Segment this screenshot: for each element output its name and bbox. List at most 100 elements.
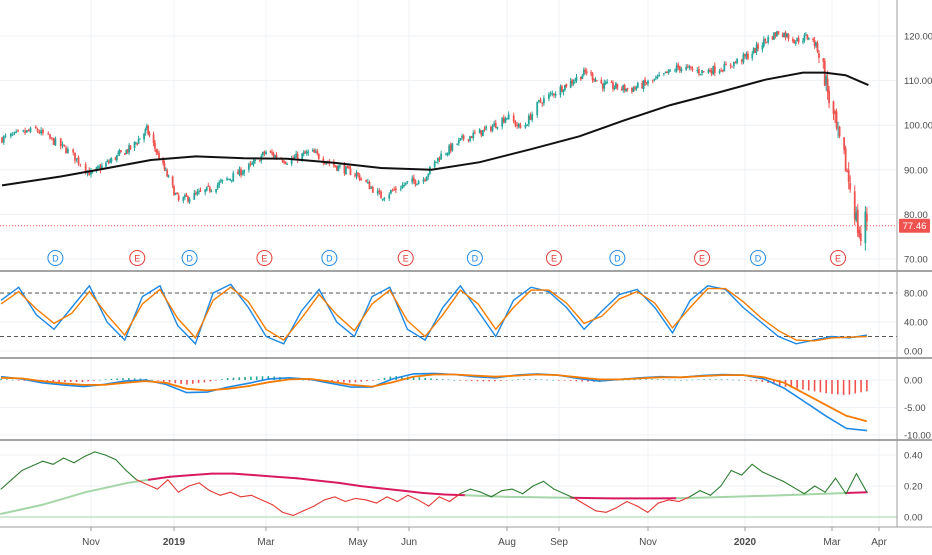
earnings-marker[interactable]: E <box>546 251 561 266</box>
candle-body <box>860 234 862 242</box>
candle-body <box>357 173 359 175</box>
candle-body <box>383 198 385 199</box>
candle-body <box>525 125 527 127</box>
candle-body <box>456 144 458 145</box>
candle-body <box>496 127 498 129</box>
indicator-line-down <box>669 500 679 502</box>
candle-body <box>709 70 711 72</box>
candle-body <box>764 39 766 41</box>
candle-body <box>136 144 138 145</box>
candle-body <box>215 189 217 192</box>
candle-body <box>480 130 482 135</box>
candle-body <box>495 123 497 128</box>
candle-body <box>206 187 208 191</box>
macd-histogram-bar <box>634 380 636 381</box>
indicator-line-down <box>606 508 616 513</box>
indicator-line-up <box>763 472 773 477</box>
indicator-line-up <box>533 481 543 486</box>
candle-body <box>228 179 230 180</box>
candle-body <box>596 80 598 81</box>
candle-body <box>795 42 797 44</box>
candle-body <box>145 129 147 133</box>
macd-histogram-bar <box>843 380 845 395</box>
candle-body <box>712 66 714 74</box>
indicator-average-line <box>444 495 465 496</box>
macd-histogram-bar <box>517 379 519 380</box>
candle-body <box>40 130 42 134</box>
candle-body <box>218 182 220 185</box>
candle-body <box>447 153 449 155</box>
indicator-average-line <box>698 497 719 498</box>
y-tick-label: 120.00 <box>904 32 932 43</box>
earnings-marker[interactable]: E <box>831 251 846 266</box>
indicator-line-down <box>283 512 293 515</box>
candle-body <box>3 136 5 142</box>
indicator-line-up <box>126 471 136 480</box>
macd-histogram-bar <box>663 379 665 380</box>
macd-histogram-bar <box>552 380 554 381</box>
candle-body <box>72 149 74 152</box>
candle-body <box>531 114 533 120</box>
candle-body <box>243 170 245 173</box>
x-tick-label: Mar <box>823 537 841 548</box>
candle-body <box>367 182 369 183</box>
candle-body <box>720 70 722 71</box>
earnings-marker[interactable]: E <box>398 251 413 266</box>
macd-histogram-bar <box>105 379 107 380</box>
candle-body <box>655 77 657 78</box>
dividend-marker[interactable]: D <box>322 251 337 266</box>
dividend-marker[interactable]: D <box>610 251 625 266</box>
macd-histogram-bar <box>128 378 130 380</box>
macd-histogram-bar <box>116 378 118 380</box>
earnings-marker[interactable]: E <box>257 251 272 266</box>
candle-body <box>207 186 209 187</box>
indicator-line-down <box>585 505 595 511</box>
indicator-line-up <box>856 474 866 493</box>
candle-body <box>240 169 242 175</box>
macd-histogram-bar <box>651 379 653 380</box>
indicator-average-line <box>297 478 318 480</box>
candle-body <box>808 38 810 39</box>
candle-body <box>388 194 390 198</box>
candle-body <box>130 145 132 149</box>
candle-body <box>49 135 51 139</box>
y-tick-label: 90.00 <box>904 165 928 176</box>
candle-body <box>741 60 743 62</box>
macd-histogram-bar <box>866 380 868 391</box>
earnings-marker[interactable]: E <box>695 251 710 266</box>
macd-histogram-bar <box>64 380 66 382</box>
macd-histogram-bar <box>860 380 862 392</box>
dividend-marker[interactable]: D <box>467 251 482 266</box>
candle-body <box>424 180 426 181</box>
indicator-line-up <box>502 489 512 491</box>
candle-body <box>733 62 735 66</box>
dividend-marker[interactable]: D <box>48 251 63 266</box>
candle-body <box>804 35 806 41</box>
candle-body <box>818 53 820 58</box>
candle-body <box>806 35 808 38</box>
dividend-marker[interactable]: D <box>751 251 766 266</box>
indicator-line-up <box>1 480 11 489</box>
indicator-line-up <box>470 489 480 492</box>
indicator-average-line <box>740 496 761 497</box>
candles <box>1 31 868 251</box>
indicator-average-line <box>381 488 402 490</box>
y-tick-label: 0.20 <box>904 482 923 493</box>
candle-body <box>186 195 188 197</box>
candle-body <box>5 136 7 137</box>
macd-histogram-bar <box>465 380 467 381</box>
indicator-line-up <box>773 477 783 482</box>
indicator-line-down <box>335 497 345 502</box>
earnings-marker[interactable]: E <box>130 251 145 266</box>
macd-histogram-bar <box>494 380 496 381</box>
dividend-marker[interactable]: D <box>182 251 197 266</box>
indicator-average-line <box>761 495 782 496</box>
candle-body <box>701 70 703 73</box>
candle-body <box>239 169 241 175</box>
candle-body <box>63 145 65 147</box>
candle-body <box>413 178 415 181</box>
candle-body <box>15 131 17 132</box>
